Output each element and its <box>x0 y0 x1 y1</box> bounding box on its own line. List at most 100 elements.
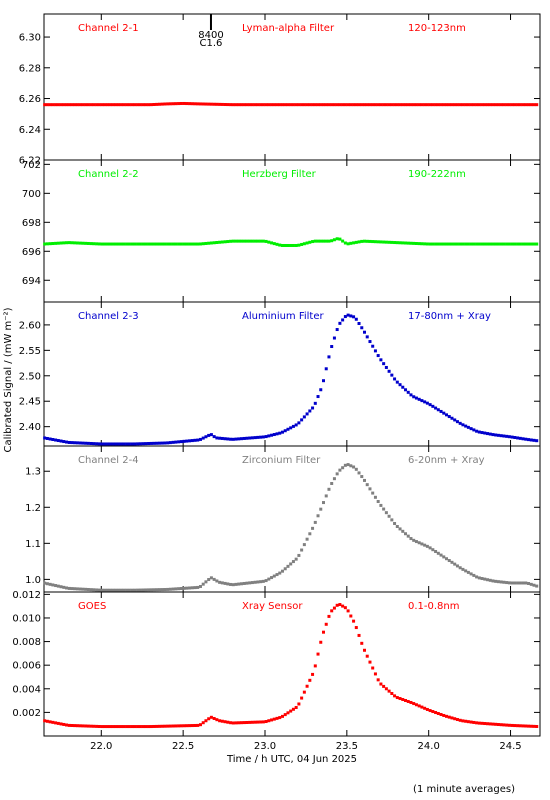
data-point <box>343 315 347 319</box>
data-point <box>182 101 186 105</box>
data-point <box>458 242 462 246</box>
data-point <box>103 442 107 446</box>
data-point <box>160 588 164 592</box>
data-point <box>229 582 233 586</box>
data-point <box>237 582 241 586</box>
data-point <box>436 103 440 107</box>
data-point <box>499 434 503 438</box>
data-point <box>70 724 74 727</box>
data-point <box>505 434 509 438</box>
data-point <box>133 588 137 592</box>
data-point <box>242 581 246 585</box>
data-point <box>330 345 334 349</box>
data-series <box>43 603 539 729</box>
data-point <box>152 724 156 728</box>
data-point <box>283 243 287 247</box>
footnote: (1 minute averages) <box>413 784 515 795</box>
data-point <box>442 555 446 559</box>
data-point <box>278 103 282 107</box>
data-point <box>245 103 249 107</box>
data-point <box>190 242 194 246</box>
panel-4: 1.0 1.1 1.2 1.3 Channel 2-4 Zirconium Filter 6… <box>25 445 541 593</box>
data-point <box>341 103 345 107</box>
data-point <box>215 436 219 440</box>
data-point <box>218 240 222 244</box>
data-point <box>431 242 435 246</box>
data-point <box>363 239 366 243</box>
data-point <box>431 710 435 714</box>
panel-frame <box>43 159 541 303</box>
data-point <box>108 725 112 729</box>
data-point <box>97 588 101 592</box>
data-point <box>291 707 295 711</box>
data-point <box>231 721 235 725</box>
data-point <box>56 241 60 245</box>
data-point <box>54 438 58 442</box>
data-point <box>59 241 63 245</box>
data-point <box>229 721 233 725</box>
data-point <box>387 103 391 107</box>
data-point <box>393 521 397 525</box>
data-point <box>316 514 320 518</box>
data-point <box>283 103 287 107</box>
data-point <box>226 582 230 586</box>
data-point <box>439 103 443 107</box>
data-point <box>280 243 284 247</box>
data-point <box>136 725 140 729</box>
data-point <box>379 503 383 507</box>
data-point <box>458 566 462 570</box>
data-point <box>223 581 227 585</box>
data-point <box>398 241 402 245</box>
data-point <box>231 583 235 587</box>
data-point <box>469 242 473 246</box>
data-point <box>130 442 134 446</box>
data-point <box>341 466 345 470</box>
data-point <box>379 103 383 107</box>
data-point <box>332 477 336 481</box>
data-point <box>311 672 315 676</box>
data-point <box>365 103 369 107</box>
y-tick-label: 2.40 <box>19 422 41 433</box>
data-point <box>207 433 211 437</box>
data-point <box>248 436 252 440</box>
data-point <box>516 242 520 246</box>
data-point <box>404 532 408 536</box>
data-point <box>231 437 235 441</box>
data-point <box>237 103 241 107</box>
data-point <box>106 725 110 729</box>
data-point <box>48 103 52 107</box>
data-point <box>455 718 459 722</box>
panel-header: 17-80nm + Xray <box>408 311 491 322</box>
data-point <box>103 103 107 107</box>
data-point <box>160 441 164 445</box>
data-point <box>138 242 142 246</box>
data-point <box>409 103 413 107</box>
data-point <box>373 495 377 499</box>
data-point <box>360 239 364 243</box>
data-point <box>532 724 536 728</box>
data-point <box>125 588 129 592</box>
data-point <box>78 587 82 591</box>
data-point <box>305 537 309 541</box>
data-point <box>215 241 219 244</box>
data-point <box>67 241 71 245</box>
data-point <box>253 720 257 724</box>
data-point <box>297 553 301 557</box>
data-point <box>86 587 90 591</box>
data-point <box>354 626 358 630</box>
data-point <box>371 666 375 670</box>
data-point <box>316 652 320 656</box>
data-point <box>349 464 353 468</box>
data-point <box>442 242 446 246</box>
data-point <box>363 330 366 334</box>
data-point <box>259 580 263 584</box>
data-point <box>436 551 440 555</box>
data-point <box>379 682 383 686</box>
data-point <box>171 242 175 246</box>
data-point <box>78 724 82 728</box>
data-point <box>125 725 129 729</box>
data-point <box>447 415 451 419</box>
data-point <box>166 724 170 728</box>
data-point <box>491 103 495 107</box>
data-point <box>387 514 391 518</box>
